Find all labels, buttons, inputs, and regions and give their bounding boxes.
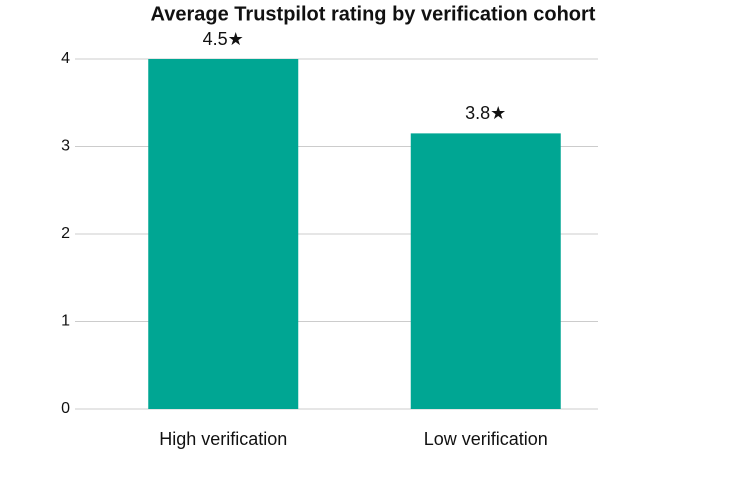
y-tick-label: 3	[61, 138, 70, 155]
y-tick-label: 2	[61, 225, 70, 242]
bar	[148, 59, 299, 409]
x-tick-label: Low verification	[424, 429, 548, 449]
annotation: 3.8★	[465, 103, 506, 123]
y-tick-label: 0	[61, 400, 70, 417]
y-tick-label: 1	[61, 313, 70, 330]
bar	[410, 133, 561, 409]
y-tick-label: 4	[61, 50, 70, 67]
x-tick-label: High verification	[159, 429, 287, 449]
chart-title: Average Trustpilot rating by verificatio…	[151, 3, 596, 25]
annotation: 4.5★	[203, 29, 244, 49]
